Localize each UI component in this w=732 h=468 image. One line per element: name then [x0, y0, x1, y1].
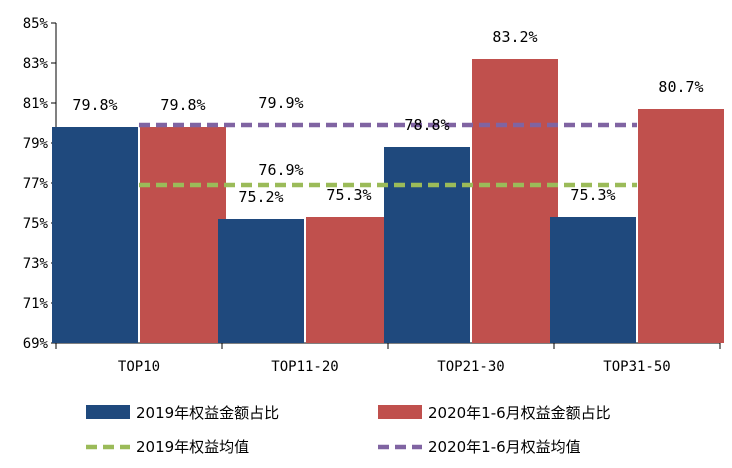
bar [52, 127, 138, 343]
y-tick-label: 75% [23, 216, 49, 232]
bar-data-label: 75.2% [238, 188, 283, 206]
bar [638, 109, 724, 343]
bar [384, 147, 470, 343]
legend-item: 2020年1-6月权益均值 [378, 438, 581, 456]
y-tick-label: 79% [23, 136, 49, 152]
legend: 2019年权益金额占比 2020年1-6月权益金额占比 2019年权益均值 2020年… [86, 404, 611, 456]
y-tick-label: 85% [23, 16, 49, 32]
axes: 69% 71% 73% 75% 77% 79% 81% 83% 85% TOP10 TOP11-20… [23, 16, 721, 375]
bar-data-label: 75.3% [326, 186, 371, 204]
x-tick-label: TOP31-50 [603, 359, 670, 375]
legend-label: 2020年1-6月权益金额占比 [428, 404, 611, 422]
bar-data-label: 78.8% [404, 116, 449, 134]
y-tick-label: 81% [23, 96, 49, 112]
bar [140, 127, 226, 343]
x-tick-label: TOP11-20 [271, 359, 338, 375]
bar-data-label: 75.3% [570, 186, 615, 204]
reference-line-label: 76.9% [258, 161, 303, 179]
bar [306, 217, 392, 343]
legend-item: 2019年权益均值 [86, 438, 249, 456]
legend-label: 2019年权益金额占比 [136, 404, 279, 422]
y-tick-label: 69% [23, 336, 49, 352]
bar [550, 217, 636, 343]
bar-data-label: 80.7% [658, 78, 703, 96]
legend-label: 2020年1-6月权益均值 [428, 438, 581, 456]
bar [472, 59, 558, 343]
reference-line-label: 79.9% [258, 94, 303, 112]
legend-item: 2019年权益金额占比 [86, 404, 279, 422]
legend-item: 2020年1-6月权益金额占比 [378, 404, 611, 422]
y-tick-label: 83% [23, 56, 49, 72]
bar-data-label: 83.2% [492, 28, 537, 46]
x-tick-label: TOP10 [118, 359, 160, 375]
reference-lines [139, 122, 637, 188]
data-labels: 79.8% 79.8% 75.2% 75.3% 78.8% 83.2% 75.3% 80.7%… [72, 28, 703, 206]
legend-label: 2019年权益均值 [136, 438, 249, 456]
bar-data-label: 79.8% [160, 96, 205, 114]
legend-swatch [86, 405, 130, 419]
bar-data-label: 79.8% [72, 96, 117, 114]
y-tick-label: 73% [23, 256, 49, 272]
x-tick-label: TOP21-30 [437, 359, 504, 375]
y-tick-label: 71% [23, 296, 49, 312]
bars [52, 59, 724, 343]
y-tick-label: 77% [23, 176, 49, 192]
bar [218, 219, 304, 343]
legend-swatch [378, 405, 422, 419]
